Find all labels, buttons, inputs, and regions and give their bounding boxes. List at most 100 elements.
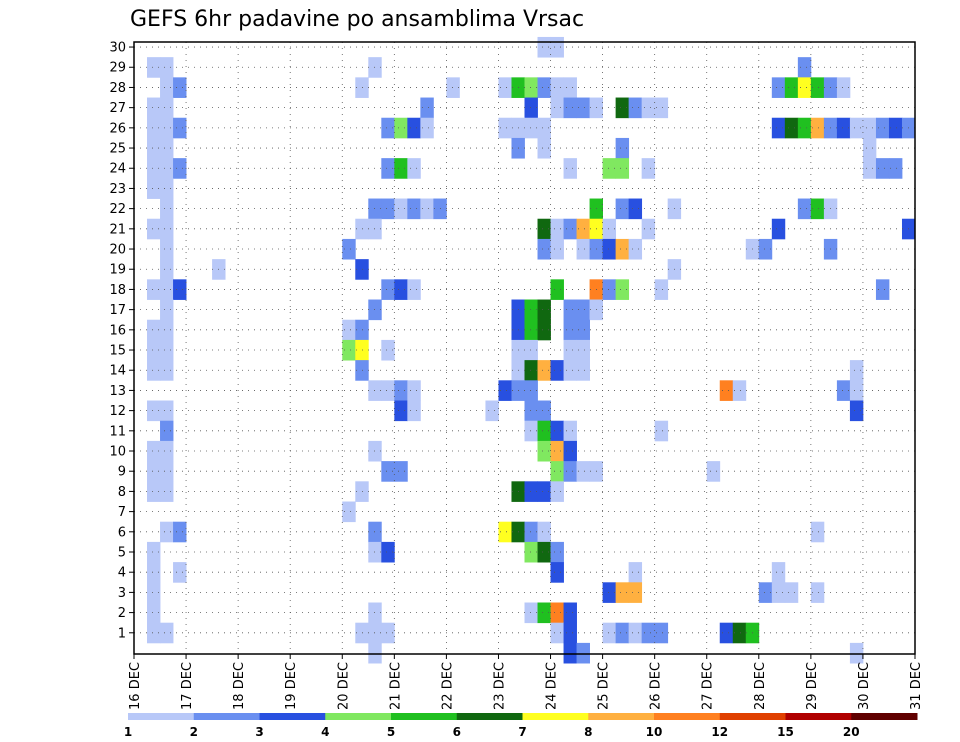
heatmap-cell [381, 279, 395, 300]
heatmap-cell [160, 440, 174, 462]
heatmap-cell [732, 380, 747, 401]
heatmap-cell [394, 158, 408, 179]
heatmap-cell [537, 541, 551, 563]
heatmap-cell [381, 461, 395, 482]
x-tick-label: 19 DEC [284, 662, 299, 710]
heatmap-cell [355, 218, 369, 240]
heatmap-cell [381, 339, 395, 361]
heatmap-cell [147, 117, 161, 139]
x-tick-label: 26 DEC [649, 662, 664, 710]
heatmap-cell [550, 622, 564, 644]
heatmap-cell [550, 238, 564, 260]
colorbar-swatch [851, 713, 918, 720]
heatmap-cell [641, 218, 656, 240]
heatmap-cell [524, 420, 538, 442]
colorbar-swatch [588, 713, 655, 720]
heatmap-cell [394, 279, 408, 300]
heatmap-cell [784, 77, 799, 98]
heatmap-cell [368, 440, 382, 462]
heatmap-cell [355, 622, 369, 644]
heatmap-cell [355, 481, 369, 502]
heatmap-cell [537, 137, 551, 159]
heatmap-cell [342, 339, 356, 361]
colorbar-swatch [654, 713, 721, 720]
plot-frame [133, 41, 916, 655]
colorbar-label: 8 [584, 725, 592, 739]
heatmap-cell [381, 380, 395, 401]
x-tick-label: 25 DEC [597, 662, 612, 710]
heatmap-cell [394, 400, 408, 422]
heatmap-cell [368, 299, 382, 321]
heatmap-cell [550, 279, 564, 300]
heatmap-cell [160, 97, 174, 119]
heatmap-cell [810, 117, 825, 139]
heatmap-cell [849, 380, 864, 401]
heatmap-cell [615, 137, 630, 159]
heatmap-cell [381, 541, 395, 563]
heatmap-cell [160, 319, 174, 341]
y-tick-label: 23 [109, 182, 126, 197]
heatmap-cell [147, 440, 161, 462]
y-tick-label: 16 [109, 323, 126, 338]
heatmap-cell [368, 218, 382, 240]
heatmap-cell [147, 562, 161, 583]
y-tick-label: 4 [118, 566, 126, 581]
heatmap-cell [615, 582, 630, 603]
heatmap-cell [537, 400, 551, 422]
heatmap-cell [849, 360, 864, 381]
colorbar-label: 15 [777, 725, 794, 739]
heatmap-cell [875, 279, 890, 300]
heatmap-cell [758, 582, 773, 603]
heatmap-cell [771, 117, 786, 139]
colorbar-label: 5 [387, 725, 395, 739]
heatmap-cell [160, 461, 174, 482]
y-tick-label: 19 [109, 263, 126, 278]
x-tick-label: 20 DEC [336, 662, 351, 710]
heatmap-cell [147, 602, 161, 624]
x-tick-label: 23 DEC [492, 662, 507, 710]
heatmap-cell [797, 77, 812, 98]
heatmap-cell [394, 198, 408, 220]
heatmap-cell [537, 602, 551, 624]
heatmap-cell [615, 238, 630, 260]
x-tick-label: 17 DEC [180, 662, 195, 710]
colorbar-swatch [128, 713, 195, 720]
heatmap-cell [888, 117, 903, 139]
heatmap-cell [147, 158, 161, 179]
heatmap-cell [524, 541, 538, 563]
heatmap-cell [875, 158, 890, 179]
x-tick-label: 21 DEC [388, 662, 403, 710]
colorbar: 1 2 3 4 5 6 7 8 10 12 15 20 [124, 713, 918, 739]
heatmap-cell [550, 461, 564, 482]
heatmap-cell [563, 339, 577, 361]
y-tick-label: 26 [109, 121, 126, 136]
heatmap-cell [836, 117, 851, 139]
heatmap-cell [160, 77, 174, 98]
heatmap-cell [498, 117, 512, 139]
heatmap-cell [537, 319, 551, 341]
colorbar-label: 12 [711, 725, 728, 739]
heatmap-cell [537, 360, 551, 381]
heatmap-cell [147, 541, 161, 563]
heatmap-cell [537, 420, 551, 442]
heatmap-cell [836, 380, 851, 401]
heatmap-cell [160, 339, 174, 361]
heatmap-cell [602, 218, 617, 240]
heatmap-cell [173, 562, 187, 583]
heatmap-cell [524, 481, 538, 502]
heatmap-cell [654, 420, 669, 442]
heatmap-cell [797, 117, 812, 139]
heatmap-cell [147, 400, 161, 422]
x-tick-label: 29 DEC [805, 662, 820, 710]
heatmap-cell [147, 279, 161, 300]
heatmap-cell [849, 642, 864, 664]
heatmap-cell [394, 461, 408, 482]
heatmap-cell [550, 440, 564, 462]
heatmap-cell [563, 440, 577, 462]
heatmap-cell [160, 481, 174, 502]
heatmap-cell [147, 97, 161, 119]
colorbar-label: 2 [190, 725, 198, 739]
heatmap-cell [147, 218, 161, 240]
heatmap-cell [160, 622, 174, 644]
heatmap-cell [771, 218, 786, 240]
